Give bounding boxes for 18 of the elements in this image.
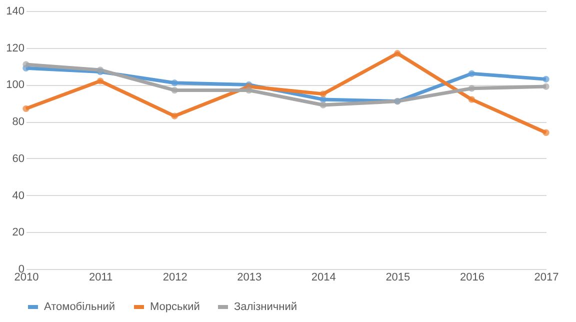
x-tick-label: 2014 xyxy=(311,272,336,284)
y-tick-label: 20 xyxy=(12,226,24,239)
y-tick-label: 80 xyxy=(12,116,24,128)
y-tick-label: 40 xyxy=(12,190,24,202)
x-tick-label: 2012 xyxy=(162,272,188,284)
x-tick-label: 2017 xyxy=(534,272,559,284)
legend-label: Залізничний xyxy=(234,301,297,313)
x-tick-label: 2015 xyxy=(386,272,410,284)
y-tick-label: 100 xyxy=(6,79,24,92)
y-tick-label: 60 xyxy=(12,152,24,165)
legend-label: Атомобільний xyxy=(44,301,116,313)
y-tick-label: 120 xyxy=(6,42,24,54)
x-tick-label: 2011 xyxy=(88,272,113,284)
legend-label: Морський xyxy=(150,301,200,313)
x-tick-label: 2010 xyxy=(14,272,39,284)
x-tick-label: 2013 xyxy=(237,272,262,284)
y-tick-label: 140 xyxy=(6,6,24,18)
x-tick-label: 2016 xyxy=(460,272,484,284)
